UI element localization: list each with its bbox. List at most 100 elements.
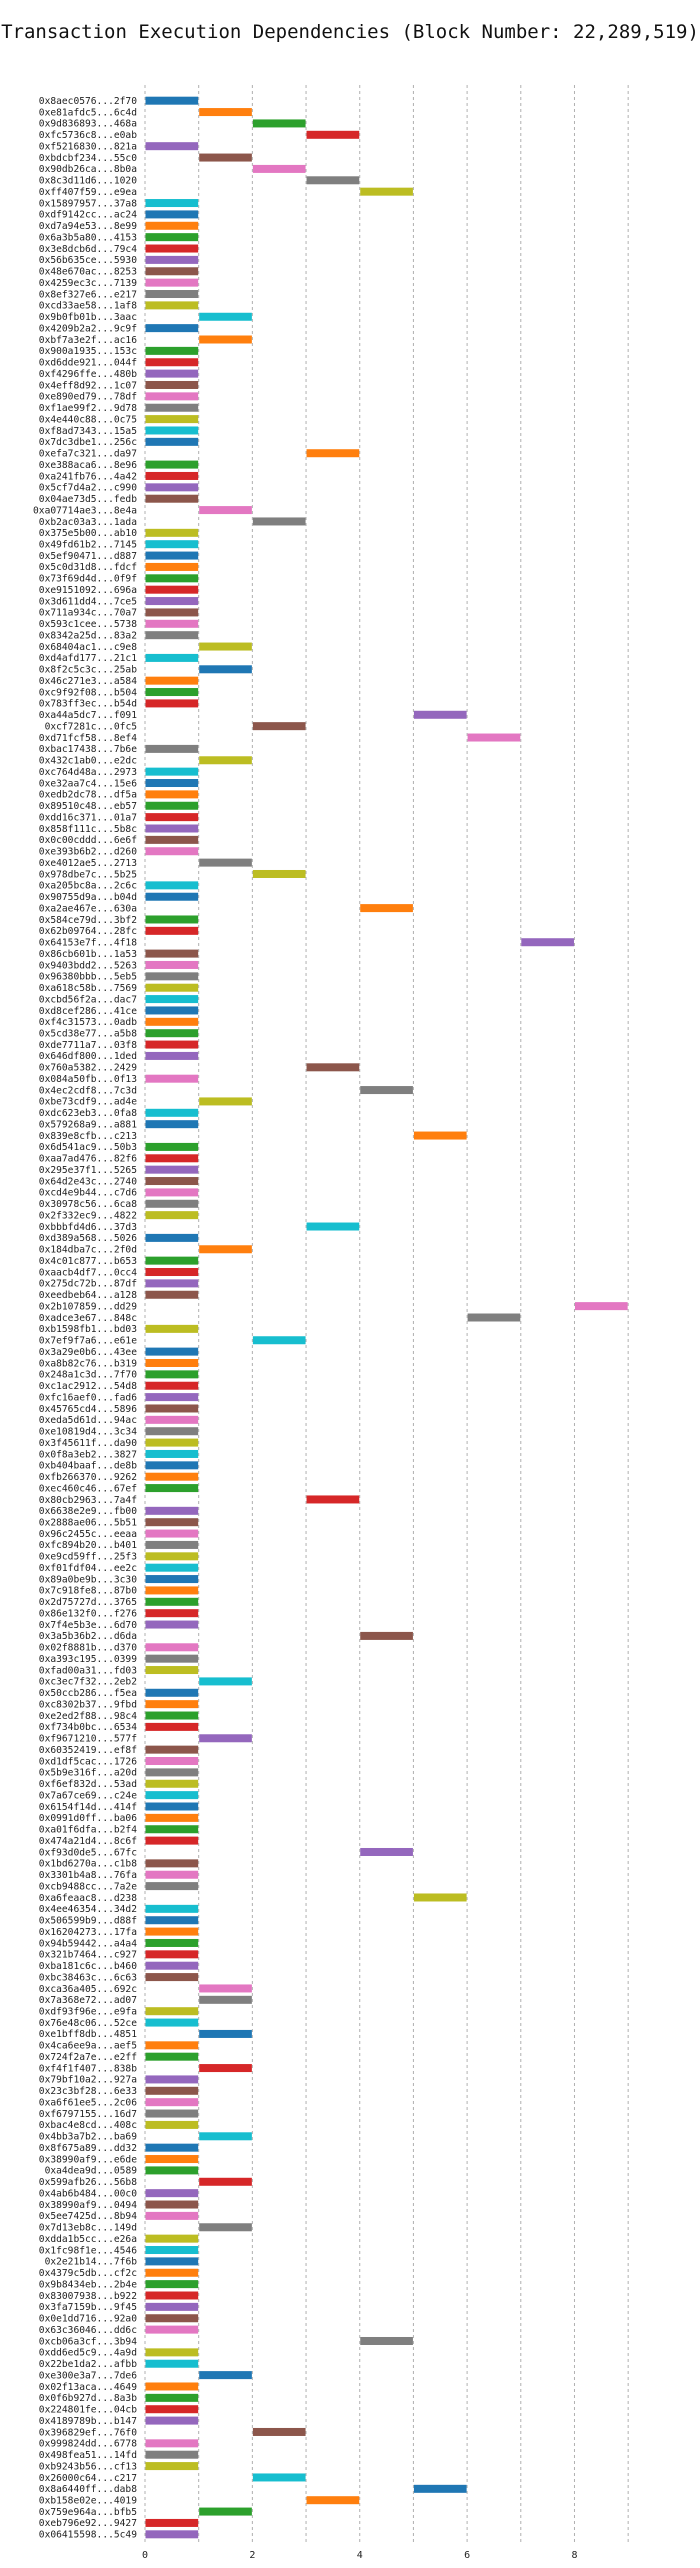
y-tick-label: 0x02f13aca...4649 [39,2382,137,2393]
bar [145,1882,199,1891]
y-tick-label: 0xbac17438...7b6e [39,744,137,755]
y-tick-label: 0x49fd61b2...7145 [39,539,137,550]
y-tick-label: 0xeb796e92...9427 [39,2518,137,2529]
bar [199,2064,252,2073]
y-tick-label: 0xb2ac03a3...1ada [39,517,137,528]
bar [145,267,199,276]
y-tick-label: 0x7d13eb8c...149d [39,2223,137,2234]
bar [145,790,199,799]
bar [145,653,199,662]
bar [145,1256,199,1265]
y-tick-label: 0x73f69d4d...0f9f [39,574,137,585]
y-tick-label: 0x184dba7c...2f0d [39,1245,137,1256]
y-tick-label: 0xf8ad7343...15a5 [39,426,137,437]
y-tick-label: 0xe9cd59ff...25f3 [39,1552,137,1563]
bar [145,915,199,924]
bar [145,2041,199,2050]
bar [199,153,252,162]
y-tick-label: 0x2d75727d...3765 [39,1597,137,1608]
bar [145,1563,199,1572]
y-tick-label: 0x3a5b36b2...d6da [39,1631,137,1642]
bar [145,255,199,264]
y-tick-label: 0x90755d9a...b04d [39,892,137,903]
bar [145,597,199,606]
bar [145,2382,199,2391]
bar [145,2086,199,2095]
y-tick-label: 0xd7a94e53...8e99 [39,221,137,232]
bar [145,2405,199,2414]
bar [145,2257,199,2266]
bar [145,1836,199,1845]
y-tick-label: 0xbac4e8cd...408c [39,2120,137,2131]
y-tick-label: 0xa6f61ee5...2c06 [39,2097,137,2108]
bar [145,2189,199,2198]
bar [199,312,252,321]
y-tick-label: 0xd71fcf58...8ef4 [39,733,137,744]
y-tick-label: 0x79bf10a2...927a [39,2075,137,2086]
bar [306,1222,360,1231]
y-tick-label: 0x0991d0ff...ba06 [39,1813,137,1824]
y-tick-label: 0xc1ac2912...54d8 [39,1381,137,1392]
y-tick-labels: 0x8aec0576...2f700xe81afdc5...6c4d0x9d83… [33,96,137,2541]
bar [199,1734,252,1743]
y-tick-label: 0x38990af9...e6de [39,2154,137,2165]
bar [574,1302,628,1311]
bar [145,847,199,856]
bar [521,938,574,947]
bar [306,130,360,139]
bar [252,1336,306,1345]
bar [145,2109,199,2118]
bar [199,2177,252,2186]
y-tick-label: 0x2f332ec9...4822 [39,1210,137,1221]
y-tick-label: 0xa393c195...0399 [39,1654,137,1665]
bar [145,2007,199,2016]
bar [145,1449,199,1458]
y-tick-label: 0xedb2dc78...df5a [39,790,137,801]
y-tick-label: 0xaacb4df7...0cc4 [39,1267,137,1278]
y-tick-label: 0xe388aca6...8e96 [39,460,137,471]
y-tick-label: 0xeedbeb64...a128 [39,1290,137,1301]
y-tick-label: 0xf9671210...577f [39,1734,137,1745]
y-tick-label: 0xb9243b56...cf13 [39,2461,137,2472]
y-tick-label: 0xdf9142cc...ac24 [39,210,137,221]
y-tick-label: 0x83007938...b922 [39,2291,137,2302]
y-tick-label: 0x22be1da2...afbb [39,2359,137,2370]
bar [306,176,360,185]
y-tick-label: 0x474a21d4...8c6f [39,1836,137,1847]
y-tick-label: 0x48e670ac...8253 [39,267,137,278]
bar [145,1950,199,1959]
y-tick-label: 0x760a5382...2429 [39,1063,137,1074]
bar [145,2518,199,2527]
bar [145,585,199,594]
bar [145,210,199,219]
y-tick-label: 0x4ee46354...34d2 [39,1904,137,1915]
bar [145,676,199,685]
bar [145,369,199,378]
y-tick-label: 0x38990af9...0494 [39,2200,137,2211]
y-tick-label: 0x8ef327e6...e217 [39,289,137,300]
y-tick-label: 0x5ee7425d...8b94 [39,2211,137,2222]
bar [145,1211,199,1220]
y-tick-label: 0xbdcbf234...55c0 [39,153,137,164]
y-tick-label: 0xf734b0bc...6534 [39,1722,137,1733]
bar [145,631,199,640]
bar [145,1506,199,1515]
y-tick-label: 0xcb06a3cf...3b94 [39,2336,137,2347]
y-tick-label: 0x4379c5db...cf2c [39,2268,137,2279]
y-tick-label: 0x63c36046...dd6c [39,2325,137,2336]
bar [199,2371,252,2380]
y-tick-label: 0xcb9488cc...7a2e [39,1881,137,1892]
bar [145,380,199,389]
bar [467,1313,521,1322]
y-tick-label: 0x86e132f0...f276 [39,1608,137,1619]
bar [252,517,306,526]
y-tick-label: 0x16204273...17fa [39,1927,137,1938]
bar [145,1165,199,1174]
y-tick-label: 0xdd6ed5c9...4a9d [39,2348,137,2359]
y-tick-label: 0xdc623eb3...0fa8 [39,1108,137,1119]
y-tick-label: 0x498fea51...14fd [39,2450,137,2461]
bar [145,2018,199,2027]
y-tick-label: 0xff407f59...e9ea [39,187,137,198]
bar [145,995,199,1004]
bar [145,881,199,890]
